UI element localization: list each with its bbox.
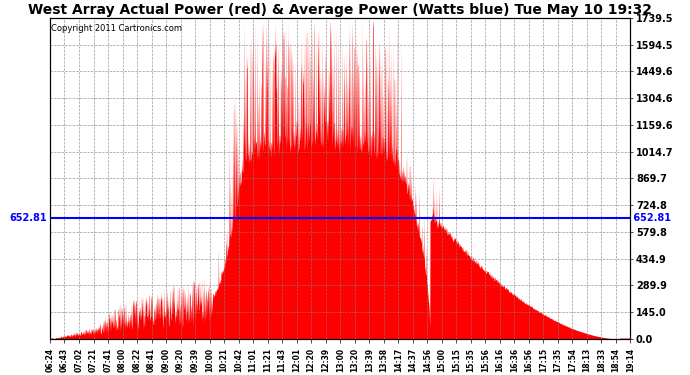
Text: 652.81: 652.81 (10, 213, 47, 223)
Text: 652.81: 652.81 (631, 213, 671, 223)
Title: West Array Actual Power (red) & Average Power (Watts blue) Tue May 10 19:32: West Array Actual Power (red) & Average … (28, 3, 652, 17)
Text: Copyright 2011 Cartronics.com: Copyright 2011 Cartronics.com (51, 24, 182, 33)
